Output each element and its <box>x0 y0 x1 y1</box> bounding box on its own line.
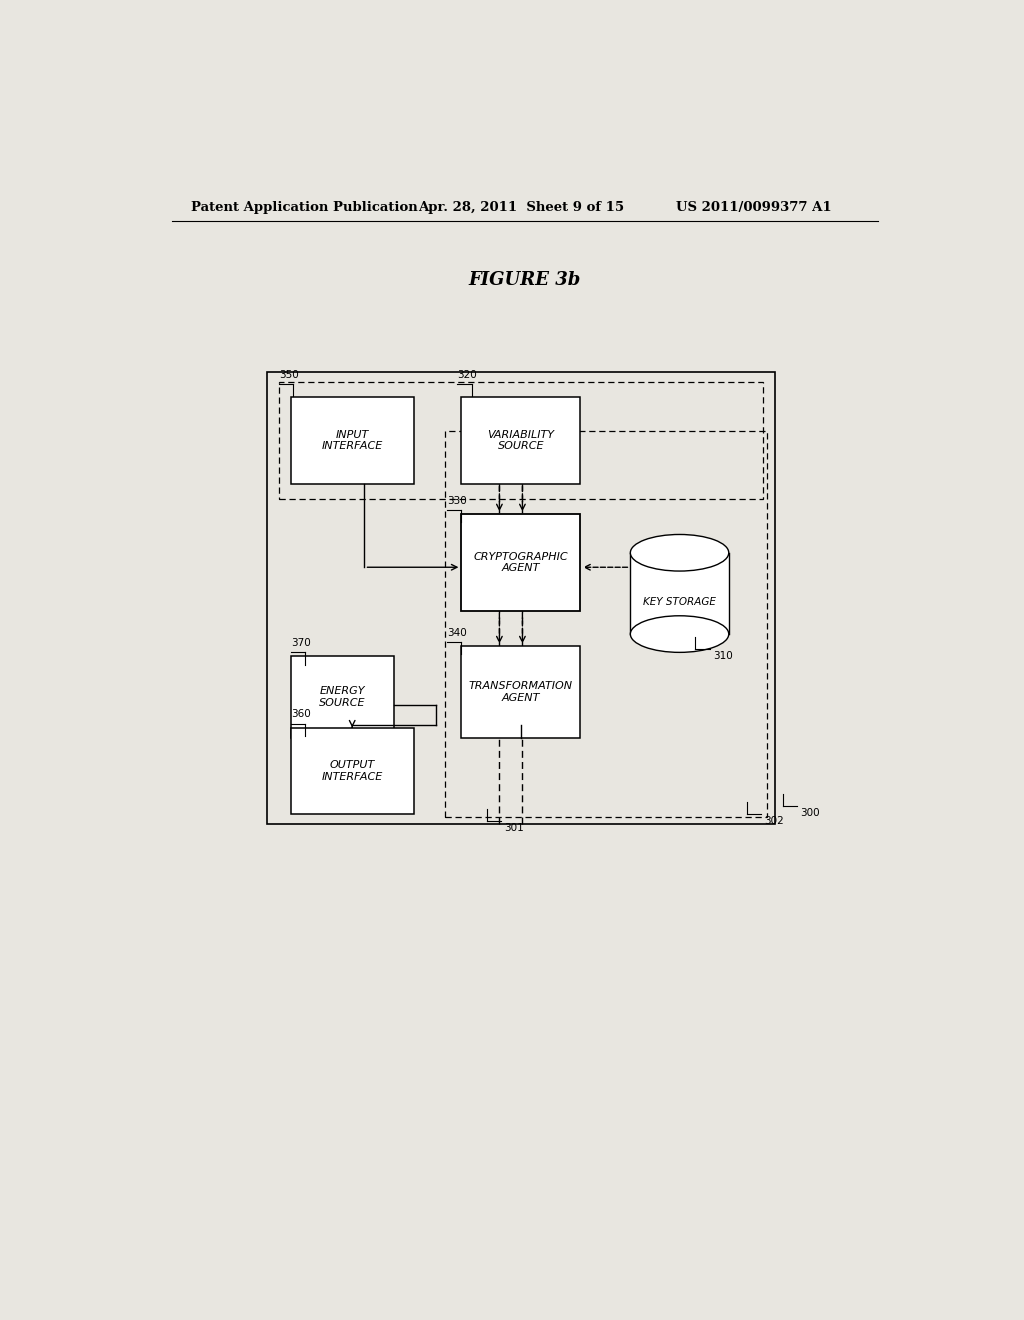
Text: 370: 370 <box>291 639 310 648</box>
Bar <box>461 397 581 483</box>
Bar <box>631 553 729 634</box>
Text: 330: 330 <box>447 496 467 506</box>
Bar <box>461 515 581 611</box>
Text: KEY STORAGE: KEY STORAGE <box>643 597 716 607</box>
Text: 350: 350 <box>279 370 299 380</box>
Text: 310: 310 <box>713 651 732 661</box>
Text: 300: 300 <box>800 808 820 818</box>
Bar <box>291 397 414 483</box>
Text: CRYPTOGRAPHIC
AGENT: CRYPTOGRAPHIC AGENT <box>473 552 568 573</box>
Ellipse shape <box>631 615 729 652</box>
Text: 340: 340 <box>447 628 467 638</box>
Text: 320: 320 <box>458 370 477 380</box>
Text: FIGURE 3b: FIGURE 3b <box>469 272 581 289</box>
Bar <box>291 727 414 814</box>
Text: ENERGY
SOURCE: ENERGY SOURCE <box>319 686 366 708</box>
Ellipse shape <box>631 535 729 572</box>
Bar <box>291 656 394 738</box>
Text: VARIABILITY
SOURCE: VARIABILITY SOURCE <box>487 429 554 451</box>
Text: Patent Application Publication: Patent Application Publication <box>191 201 418 214</box>
Bar <box>445 430 767 817</box>
Text: 360: 360 <box>291 709 310 719</box>
Text: OUTPUT
INTERFACE: OUTPUT INTERFACE <box>322 760 383 781</box>
Text: US 2011/0099377 A1: US 2011/0099377 A1 <box>676 201 831 214</box>
Bar <box>267 372 775 824</box>
Text: TRANSFORMATION
AGENT: TRANSFORMATION AGENT <box>469 681 572 702</box>
Text: 301: 301 <box>504 824 524 833</box>
Text: Apr. 28, 2011  Sheet 9 of 15: Apr. 28, 2011 Sheet 9 of 15 <box>418 201 624 214</box>
Bar <box>279 381 763 499</box>
Bar <box>461 647 581 738</box>
Text: 302: 302 <box>765 816 784 826</box>
Text: INPUT
INTERFACE: INPUT INTERFACE <box>322 429 383 451</box>
